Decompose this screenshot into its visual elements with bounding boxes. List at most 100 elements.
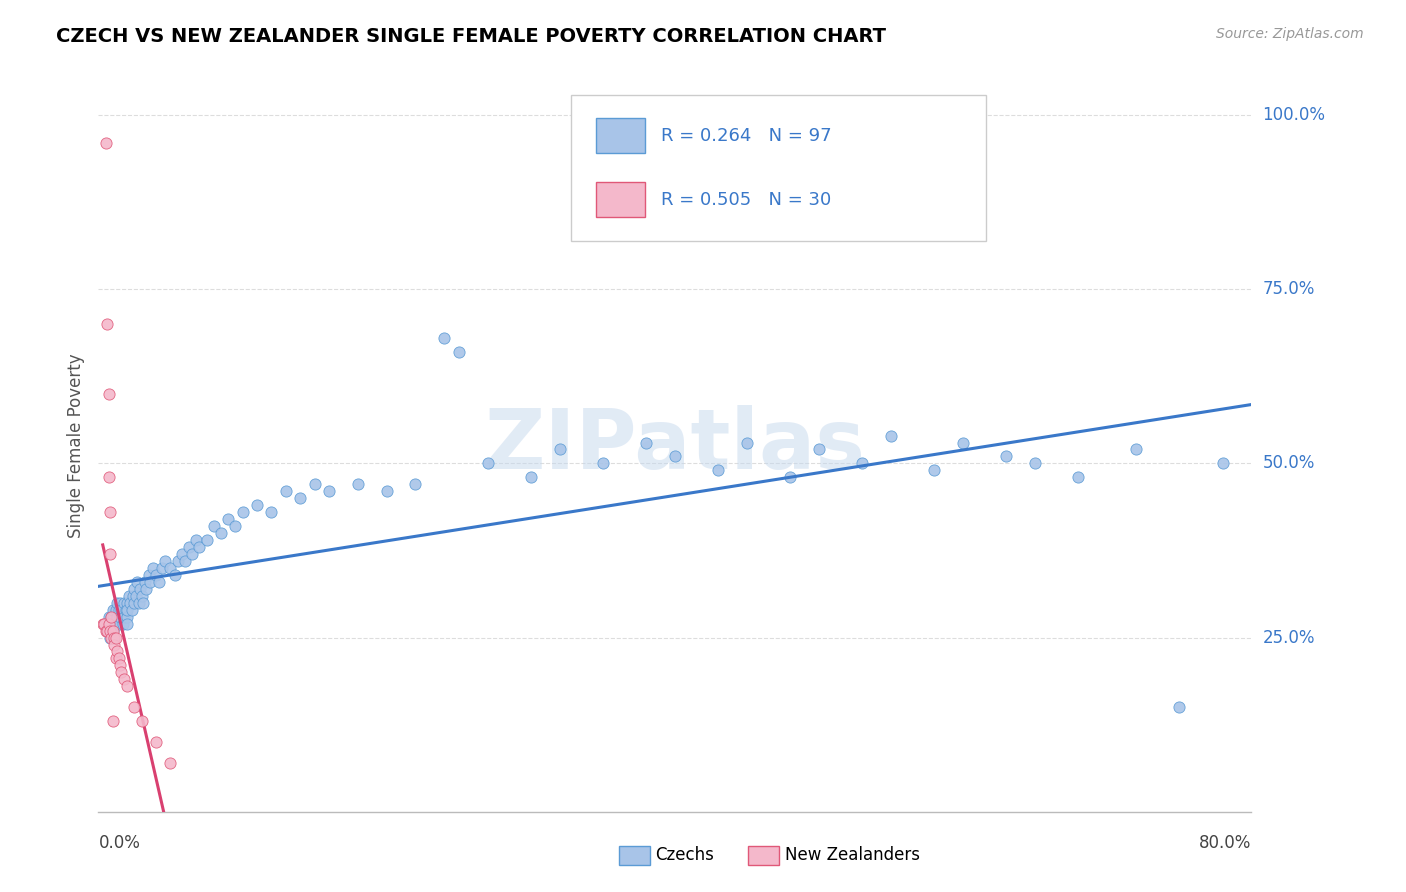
Point <box>117 603 139 617</box>
Text: 25.0%: 25.0% <box>1263 629 1315 647</box>
Text: R = 0.505   N = 30: R = 0.505 N = 30 <box>661 191 831 209</box>
Point <box>128 596 150 610</box>
Point <box>98 505 121 519</box>
Point <box>97 609 120 624</box>
Point <box>145 567 167 582</box>
Point <box>114 603 136 617</box>
Point <box>101 616 124 631</box>
Point <box>101 631 124 645</box>
Point <box>101 714 124 728</box>
Text: CZECH VS NEW ZEALANDER SINGLE FEMALE POVERTY CORRELATION CHART: CZECH VS NEW ZEALANDER SINGLE FEMALE POV… <box>56 27 886 45</box>
Point <box>105 596 128 610</box>
Point <box>995 450 1018 464</box>
Point <box>96 624 118 638</box>
Point <box>107 616 129 631</box>
Text: Czechs: Czechs <box>655 846 714 863</box>
Point <box>707 463 730 477</box>
Point <box>104 631 127 645</box>
Point <box>112 609 135 624</box>
Point <box>97 470 120 484</box>
Text: 50.0%: 50.0% <box>1263 454 1315 473</box>
Point <box>202 519 225 533</box>
Point <box>477 457 499 471</box>
Point <box>195 533 218 547</box>
Point <box>108 658 131 673</box>
Point <box>131 589 153 603</box>
Text: R = 0.264   N = 97: R = 0.264 N = 97 <box>661 127 832 145</box>
Point <box>135 582 157 596</box>
Point <box>117 596 139 610</box>
Point <box>188 540 211 554</box>
Point <box>96 317 118 331</box>
Point <box>148 574 170 589</box>
Point <box>105 644 128 658</box>
Point <box>103 631 125 645</box>
Point <box>246 498 269 512</box>
Point <box>159 561 181 575</box>
Point <box>224 519 246 533</box>
Point <box>186 533 208 547</box>
Point <box>107 603 129 617</box>
Point <box>94 136 117 150</box>
Point <box>104 651 127 665</box>
Point <box>808 442 831 457</box>
Point <box>100 631 122 645</box>
Point <box>1212 457 1234 471</box>
Point <box>174 554 197 568</box>
Point <box>375 484 398 499</box>
Point <box>447 345 470 359</box>
Point <box>101 624 124 638</box>
Point <box>125 589 148 603</box>
FancyBboxPatch shape <box>596 182 645 217</box>
Point <box>98 631 121 645</box>
Point <box>664 450 686 464</box>
Point <box>181 547 204 561</box>
Text: 100.0%: 100.0% <box>1263 106 1326 124</box>
Point <box>592 457 614 471</box>
Point <box>103 638 125 652</box>
Text: New Zealanders: New Zealanders <box>785 846 920 863</box>
Point <box>1168 700 1191 714</box>
Point <box>1067 470 1090 484</box>
Point <box>1125 442 1147 457</box>
Point <box>111 616 134 631</box>
Point <box>112 673 135 687</box>
Point <box>139 574 162 589</box>
Point <box>93 616 115 631</box>
Point <box>851 457 873 471</box>
Point <box>134 574 156 589</box>
Point <box>117 616 139 631</box>
Point <box>101 624 124 638</box>
Text: 0.0%: 0.0% <box>98 834 141 852</box>
Point <box>548 442 571 457</box>
Point <box>779 470 801 484</box>
Point <box>100 609 122 624</box>
Point <box>98 547 121 561</box>
Point <box>142 561 165 575</box>
FancyBboxPatch shape <box>571 95 986 241</box>
Point <box>735 435 758 450</box>
Point <box>97 616 120 631</box>
Point <box>94 616 117 631</box>
Point <box>231 505 254 519</box>
Point <box>97 624 120 638</box>
Point <box>124 700 146 714</box>
Point <box>108 596 131 610</box>
Point <box>159 756 181 770</box>
Point <box>108 609 131 624</box>
Point <box>120 596 142 610</box>
Point <box>110 603 132 617</box>
FancyBboxPatch shape <box>596 119 645 153</box>
Point <box>100 624 122 638</box>
Point <box>98 616 121 631</box>
Point <box>260 505 283 519</box>
Point <box>138 567 160 582</box>
Point <box>290 491 312 506</box>
Point <box>96 624 118 638</box>
Point <box>98 624 121 638</box>
Point <box>318 484 340 499</box>
Point <box>150 561 173 575</box>
Point <box>105 609 128 624</box>
Point <box>131 714 153 728</box>
Point <box>94 624 117 638</box>
